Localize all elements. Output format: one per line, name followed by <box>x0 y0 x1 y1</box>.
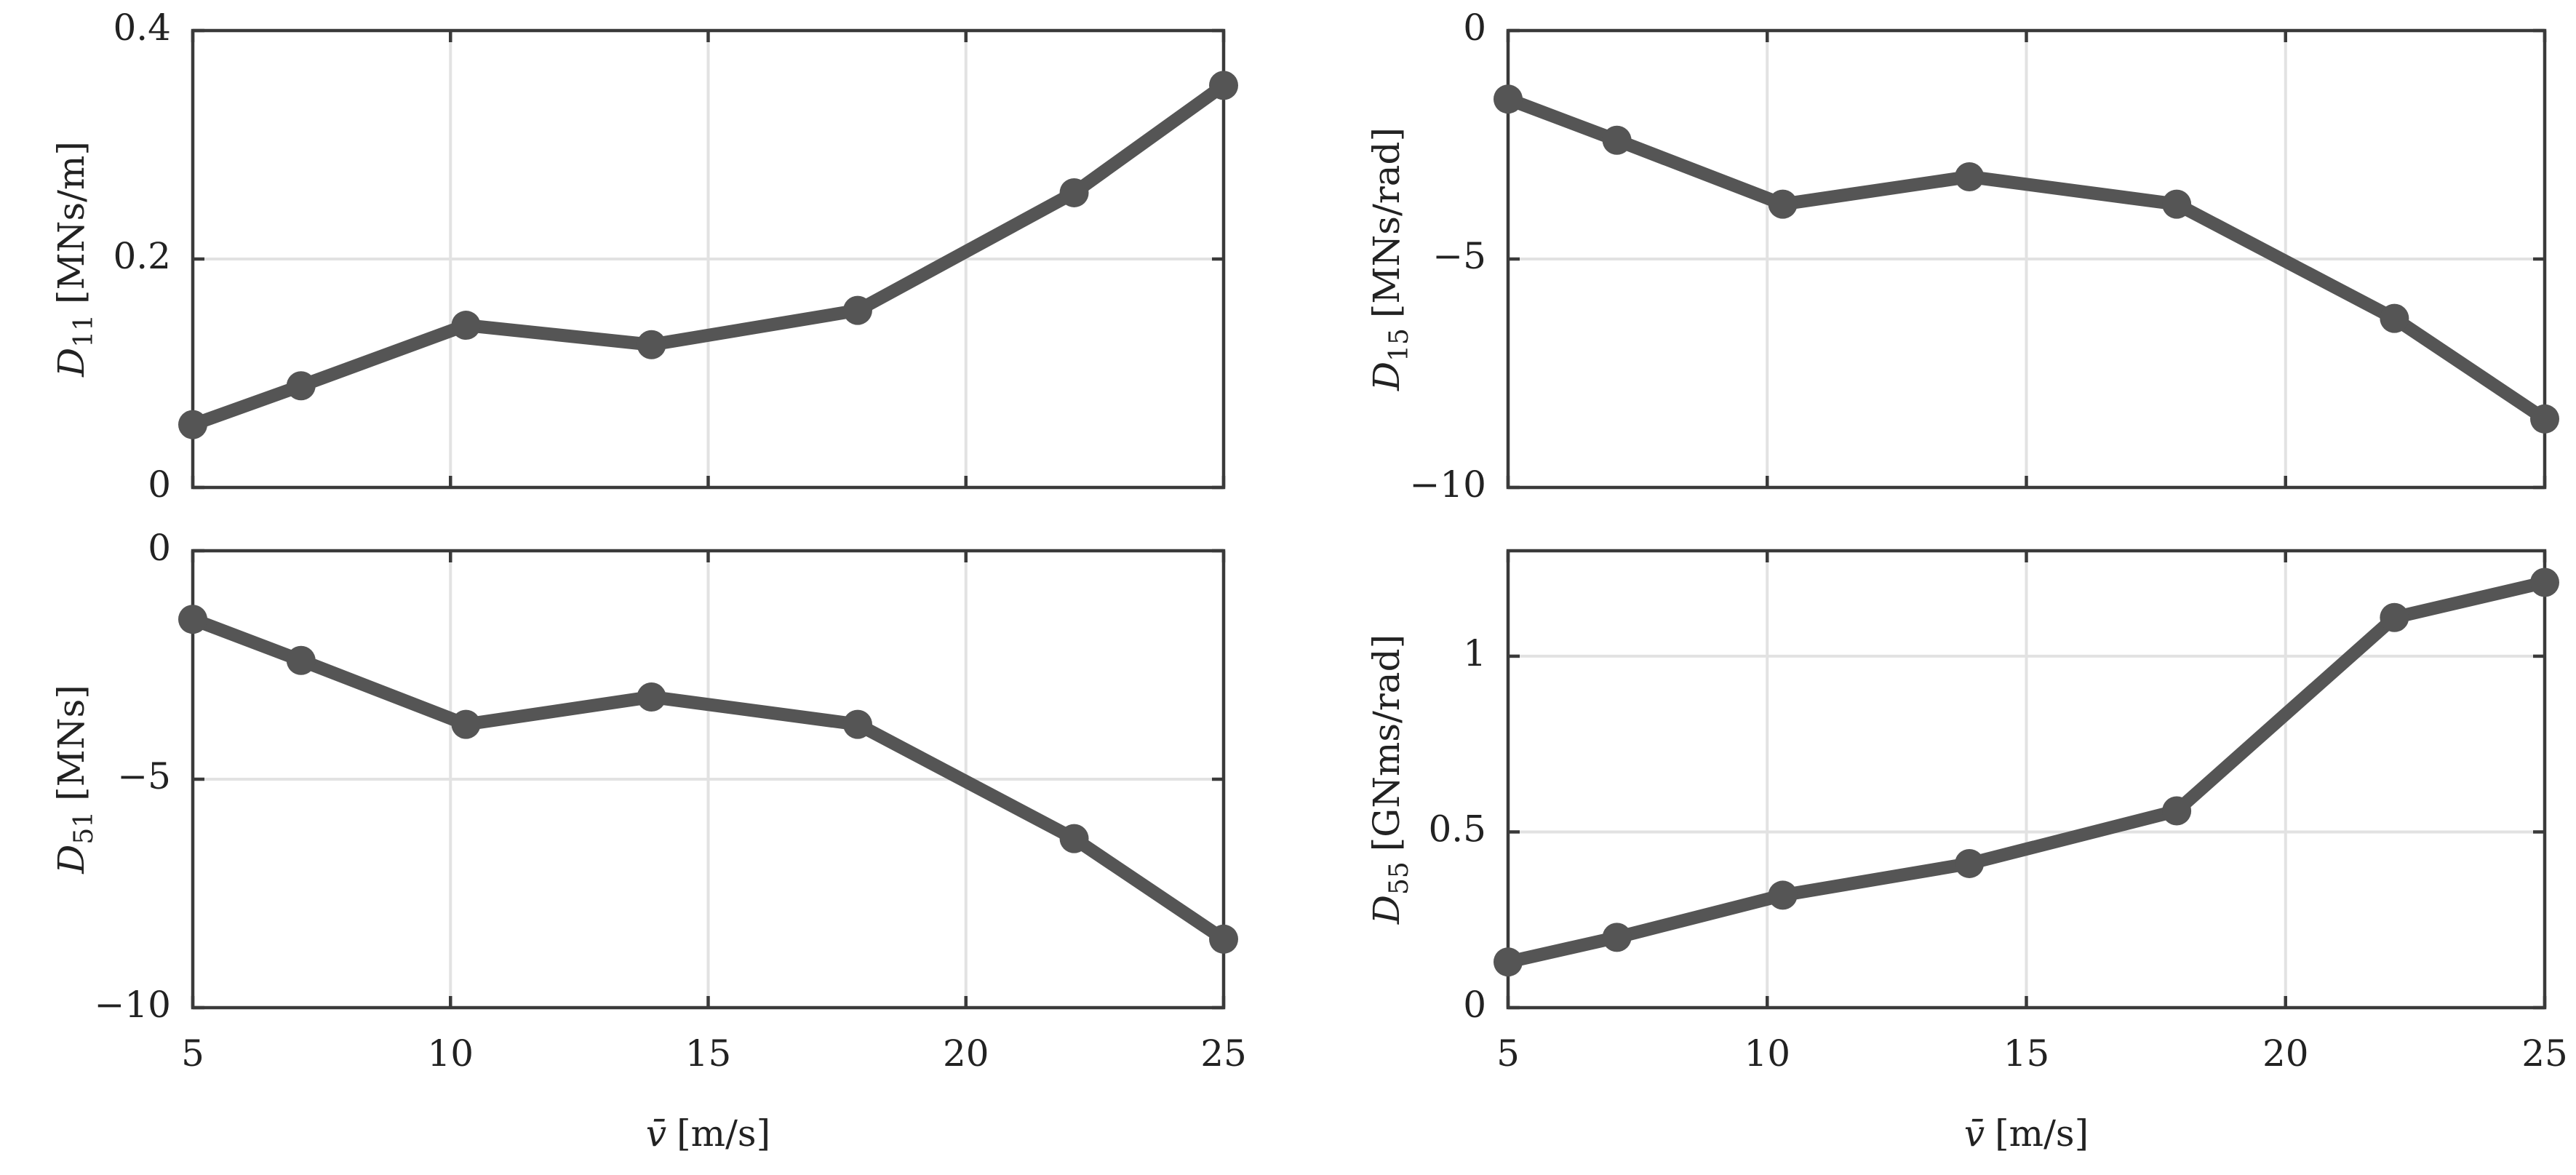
data-point <box>1209 924 1238 954</box>
panel-d15: −10 −5 0 D15 [MNs/rad] <box>1365 7 2559 506</box>
y-tick-label: −10 <box>1409 463 1486 506</box>
y-axis-subscript: 15 <box>1384 328 1414 362</box>
y-axis-unit: [MNs/rad] <box>1365 127 1408 318</box>
data-point <box>637 682 666 712</box>
data-point <box>842 709 872 739</box>
x-axis-symbol: v̄ <box>646 1112 666 1155</box>
y-axis-label: D51 [MNs] <box>50 685 99 875</box>
data-point <box>178 605 207 634</box>
y-axis-label: D11 [MNs/m] <box>50 141 99 378</box>
data-point <box>2380 602 2409 632</box>
x-tick-label: 20 <box>943 1032 989 1075</box>
x-tick-label: 15 <box>2003 1032 2050 1075</box>
data-point <box>1768 880 1798 910</box>
data-point <box>842 295 872 325</box>
data-point <box>2162 796 2192 826</box>
data-point <box>1602 923 1632 952</box>
x-axis-symbol: v̄ <box>1964 1112 1985 1155</box>
data-point <box>451 311 481 340</box>
x-axis-unit: [m/s] <box>677 1112 770 1155</box>
y-tick-label: −5 <box>1432 235 1486 277</box>
y-tick-label: 0.4 <box>113 7 171 49</box>
data-point <box>1955 848 1985 878</box>
y-tick-label: −5 <box>117 755 171 797</box>
y-axis-symbol: D <box>1365 362 1408 391</box>
panel-d51: −10 −5 0 5 10 15 20 25 D51 [MNs] v̄ [m/s] <box>50 527 1247 1155</box>
y-tick-label: −10 <box>94 984 171 1026</box>
data-point <box>1494 84 1523 114</box>
y-tick-label: 0 <box>148 463 171 506</box>
data-point <box>1059 824 1089 853</box>
panel-d11: 0 0.2 0.4 D11 [MNs/m] <box>50 7 1238 506</box>
x-axis-label: v̄ [m/s] <box>1964 1112 2089 1155</box>
x-axis-label: v̄ [m/s] <box>646 1112 770 1155</box>
data-point <box>1602 125 1632 155</box>
x-tick-label: 5 <box>1496 1032 1520 1075</box>
data-point <box>2162 189 2192 219</box>
y-tick-label: 1 <box>1463 632 1486 674</box>
data-point <box>1059 178 1089 207</box>
x-tick-label: 25 <box>1200 1032 1247 1075</box>
y-axis-label: D15 [MNs/rad] <box>1365 127 1414 391</box>
data-point <box>1494 947 1523 977</box>
x-axis-unit: [m/s] <box>1995 1112 2089 1155</box>
y-tick-label: 0.5 <box>1428 808 1486 850</box>
y-axis-unit: [GNms/rad] <box>1365 634 1408 851</box>
y-tick-label: 0.2 <box>113 235 171 277</box>
y-tick-label: 0 <box>1463 984 1486 1026</box>
y-axis-subscript: 55 <box>1384 861 1414 895</box>
y-tick-label: 0 <box>1463 7 1486 49</box>
y-axis-symbol: D <box>1365 895 1408 925</box>
data-point <box>637 330 666 359</box>
y-axis-label: D55 [GNms/rad] <box>1365 634 1414 925</box>
data-point <box>2530 404 2559 434</box>
data-point <box>2380 303 2409 333</box>
y-axis-subscript: 51 <box>69 811 99 845</box>
x-tick-label: 5 <box>181 1032 204 1075</box>
data-point <box>178 410 207 439</box>
x-tick-label: 10 <box>427 1032 474 1075</box>
data-point <box>286 645 316 675</box>
y-axis-symbol: D <box>50 845 92 875</box>
y-axis-subscript: 11 <box>69 314 99 348</box>
data-point <box>451 709 481 739</box>
y-tick-label: 0 <box>148 527 171 569</box>
x-tick-label: 20 <box>2262 1032 2309 1075</box>
x-tick-label: 10 <box>1744 1032 1790 1075</box>
data-point <box>1209 71 1238 100</box>
data-point <box>2530 567 2559 597</box>
data-point <box>286 371 316 401</box>
x-tick-label: 25 <box>2521 1032 2568 1075</box>
data-point <box>1768 189 1798 219</box>
y-axis-symbol: D <box>50 348 92 378</box>
data-point <box>1955 162 1985 191</box>
x-tick-label: 15 <box>685 1032 732 1075</box>
y-axis-unit: [MNs] <box>50 685 92 801</box>
y-axis-unit: [MNs/m] <box>50 141 92 304</box>
